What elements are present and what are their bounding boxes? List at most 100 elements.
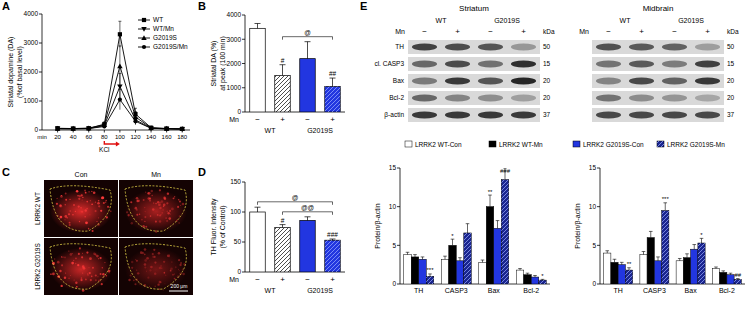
cell-dot [98,217,99,218]
cell-dot [166,211,168,213]
chart: 051015Protein/β-actinTHCASP3BaxBcl-2****… [374,141,725,295]
cell-dot [133,280,135,282]
stain [50,248,112,291]
x-tick-label: 180 [177,134,188,140]
kda-label: kDa [543,28,555,35]
error-bar [518,269,522,271]
kda-value: 20 [727,77,735,84]
cell-dot [65,193,67,195]
cell-dot [78,205,80,207]
x-axis-label: min [37,134,47,140]
cell-dot [81,277,83,279]
cell-dot [163,272,165,274]
annotation: * [451,233,454,239]
cell-dot [159,189,161,191]
treatment-sign: − [488,27,493,36]
annotation: KCl [99,146,110,153]
treatment-sign: − [672,27,677,36]
cell-dot [79,221,80,222]
blot-band [445,78,470,85]
cell-dot [152,208,154,210]
y-tick [39,101,42,102]
cell-dot [75,282,77,284]
marker [142,18,146,22]
cell-dot [88,267,89,268]
cell-dot [174,278,176,280]
cell-dot [153,202,154,203]
x-tick-label: Bax [488,287,501,294]
annotation: * [541,273,544,279]
bar-hatch [275,228,291,272]
cell-dot [92,230,94,232]
cell-dot [178,259,180,261]
error-bar [700,238,704,243]
bar [691,249,698,284]
cell-dot [78,198,80,200]
marker [164,126,169,131]
bar [426,276,434,284]
cell-dot [171,208,174,211]
x-tick [119,130,120,133]
x-axis-label: Mn [229,276,239,283]
bar [683,258,690,284]
y-tick [242,15,245,16]
cell-dot [95,274,97,276]
cell-dot [69,224,71,226]
bar [404,255,412,284]
blot-strip [592,57,724,71]
error-bar [649,231,653,237]
treatment-sign: + [639,27,644,36]
bar [676,261,683,284]
marker [70,126,75,131]
cell-dot [70,275,71,276]
cell-dot [159,267,162,270]
cell-dot [79,247,81,249]
image [119,180,193,237]
cell-dot [50,273,52,275]
cell-dot [149,269,151,271]
y-tick [39,14,42,15]
blot-band [695,112,720,119]
legend-swatch [405,141,412,147]
panel-letter: D [198,166,206,178]
cell-dot [146,257,149,260]
bar [275,76,291,112]
cell-dot [146,271,147,272]
blot-strip [592,74,724,88]
blot-band [478,112,503,119]
bar [300,220,316,272]
bar [275,228,291,272]
blot-panel: StriatumWTG2019SMn−+−+kDaTH50cl. CASP315… [374,4,739,122]
x-tick-label: Bcl-2 [719,287,735,294]
genotype-label: WT [620,17,632,24]
cell-dot [167,255,170,258]
marker [87,126,91,130]
cell-dot [66,217,67,218]
cell-dot [88,228,90,230]
bar [618,265,625,284]
y-tick [242,63,245,64]
cell-dot [85,221,88,224]
treatment-sign: − [606,27,611,36]
cell-dot [59,270,61,272]
cell-dot [155,221,157,223]
cell-dot [68,213,70,215]
cell-dot [136,209,138,211]
row-label: LRRK2 WT [34,192,41,225]
cell-dot [130,201,132,203]
cell-dot [66,217,68,219]
cell-dot [69,199,70,200]
error-bar [678,258,682,260]
legend-label: G2019S [153,34,178,41]
group-label: G2019S [307,127,333,134]
x-tick-label: 80 [101,134,108,140]
cell-dot [149,197,151,199]
kda-value: 37 [543,111,551,118]
bar [250,212,266,272]
y-axis-label: (%of basal level) [16,46,24,98]
cell-dot [86,201,88,203]
y-tick [597,284,600,285]
legend-hatch [657,141,664,147]
cell-dot [168,217,171,220]
error-bar [620,262,624,264]
